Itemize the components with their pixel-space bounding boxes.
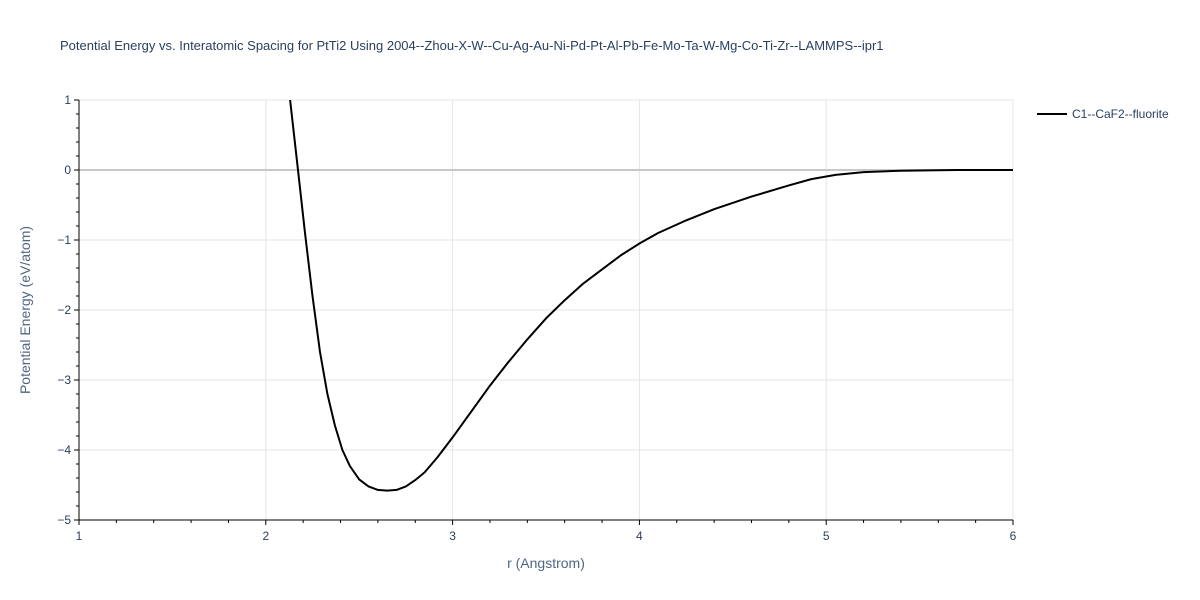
x-tick-label: 3 [449, 529, 456, 543]
y-tick-label: −2 [57, 303, 71, 317]
chart-title: Potential Energy vs. Interatomic Spacing… [60, 38, 884, 53]
y-tick-label: −5 [57, 513, 71, 527]
x-tick-label: 4 [636, 529, 643, 543]
x-tick-label: 1 [76, 529, 83, 543]
series-line-0 [289, 100, 1013, 492]
y-tick-label: −4 [57, 443, 71, 457]
grid [79, 99, 1014, 520]
y-tick-label: −1 [57, 233, 71, 247]
legend[interactable]: C1--CaF2--fluorite [1037, 107, 1169, 121]
legend-item-label[interactable]: C1--CaF2--fluorite [1072, 107, 1169, 121]
axes: 1 2 3 4 5 6 1 0 −1 −2 −3 −4 −5 [57, 93, 1016, 543]
x-tick-label: 2 [262, 529, 269, 543]
y-tick-label: 1 [64, 93, 71, 107]
x-tick-label: 5 [823, 529, 830, 543]
y-tick-label: −3 [57, 373, 71, 387]
y-axis-label: Potential Energy (eV/atom) [17, 226, 33, 394]
x-axis-label: r (Angstrom) [507, 555, 585, 571]
x-tick-label: 6 [1010, 529, 1017, 543]
series-layer [289, 100, 1013, 492]
y-tick-label: 0 [64, 163, 71, 177]
